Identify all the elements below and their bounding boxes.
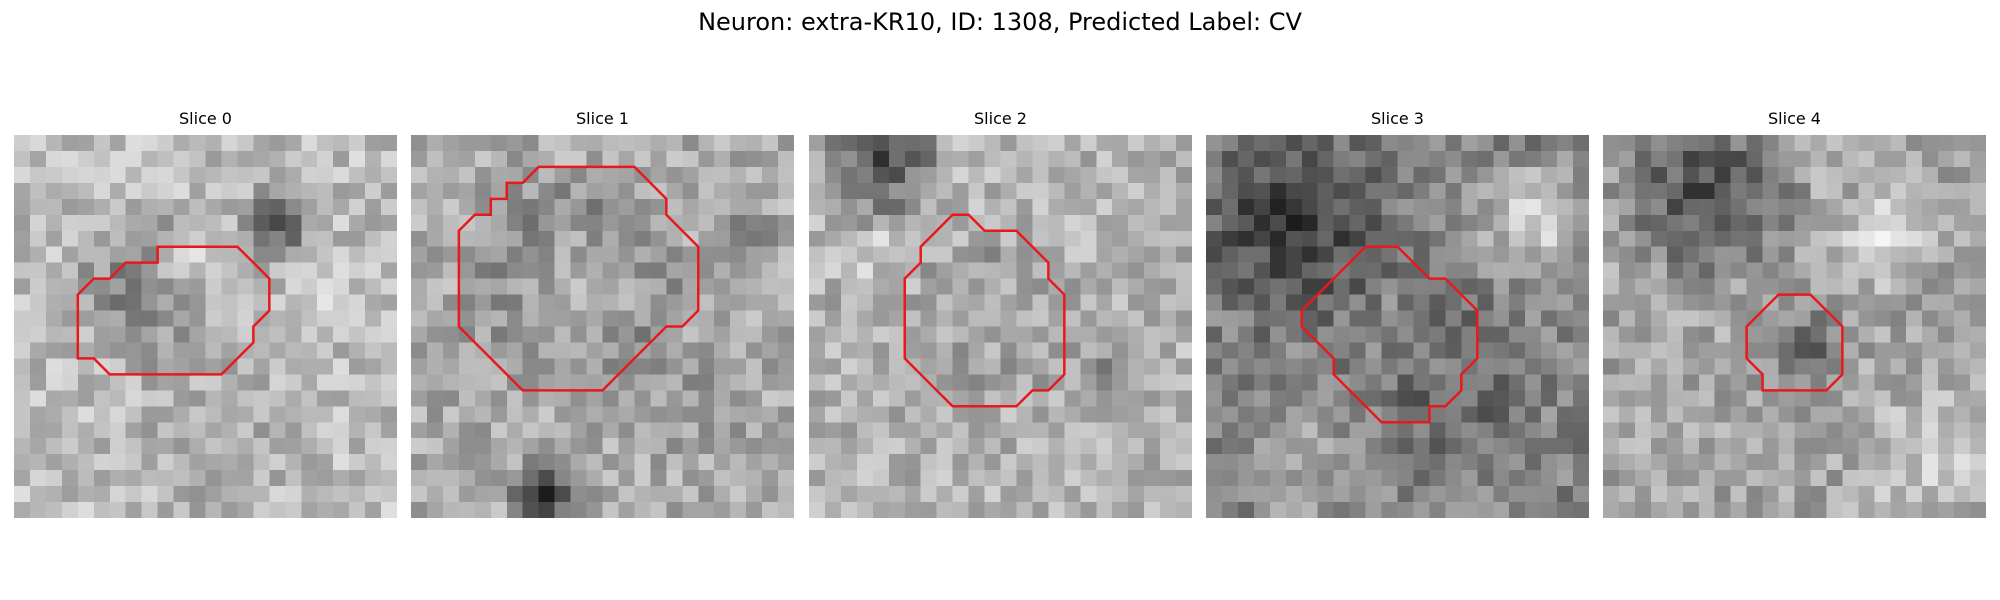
segmentation-contour [905, 215, 1065, 407]
segmentation-contour [1747, 295, 1843, 391]
slice-title: Slice 4 [1768, 109, 1821, 128]
grayscale-image [1603, 135, 1986, 518]
slice-title: Slice 1 [576, 109, 629, 128]
slice-panel-2: Slice 2 [809, 108, 1192, 528]
grayscale-image [411, 135, 794, 518]
slice-title: Slice 0 [179, 109, 232, 128]
contour-overlay [809, 135, 1192, 518]
contour-overlay [14, 135, 397, 518]
figure-title: Neuron: extra-KR10, ID: 1308, Predicted … [698, 8, 1302, 36]
grayscale-image [809, 135, 1192, 518]
grayscale-image [1206, 135, 1589, 518]
slice-panel-3: Slice 3 [1206, 108, 1589, 528]
slice-panel-1: Slice 1 [411, 108, 794, 528]
slice-title: Slice 3 [1371, 109, 1424, 128]
slice-title: Slice 2 [974, 109, 1027, 128]
segmentation-contour [459, 167, 698, 390]
slice-panel-4: Slice 4 [1603, 108, 1986, 528]
slice-panel-0: Slice 0 [14, 108, 397, 528]
contour-overlay [411, 135, 794, 518]
segmentation-contour [78, 247, 269, 375]
contour-overlay [1206, 135, 1589, 518]
segmentation-contour [1302, 247, 1478, 423]
contour-overlay [1603, 135, 1986, 518]
